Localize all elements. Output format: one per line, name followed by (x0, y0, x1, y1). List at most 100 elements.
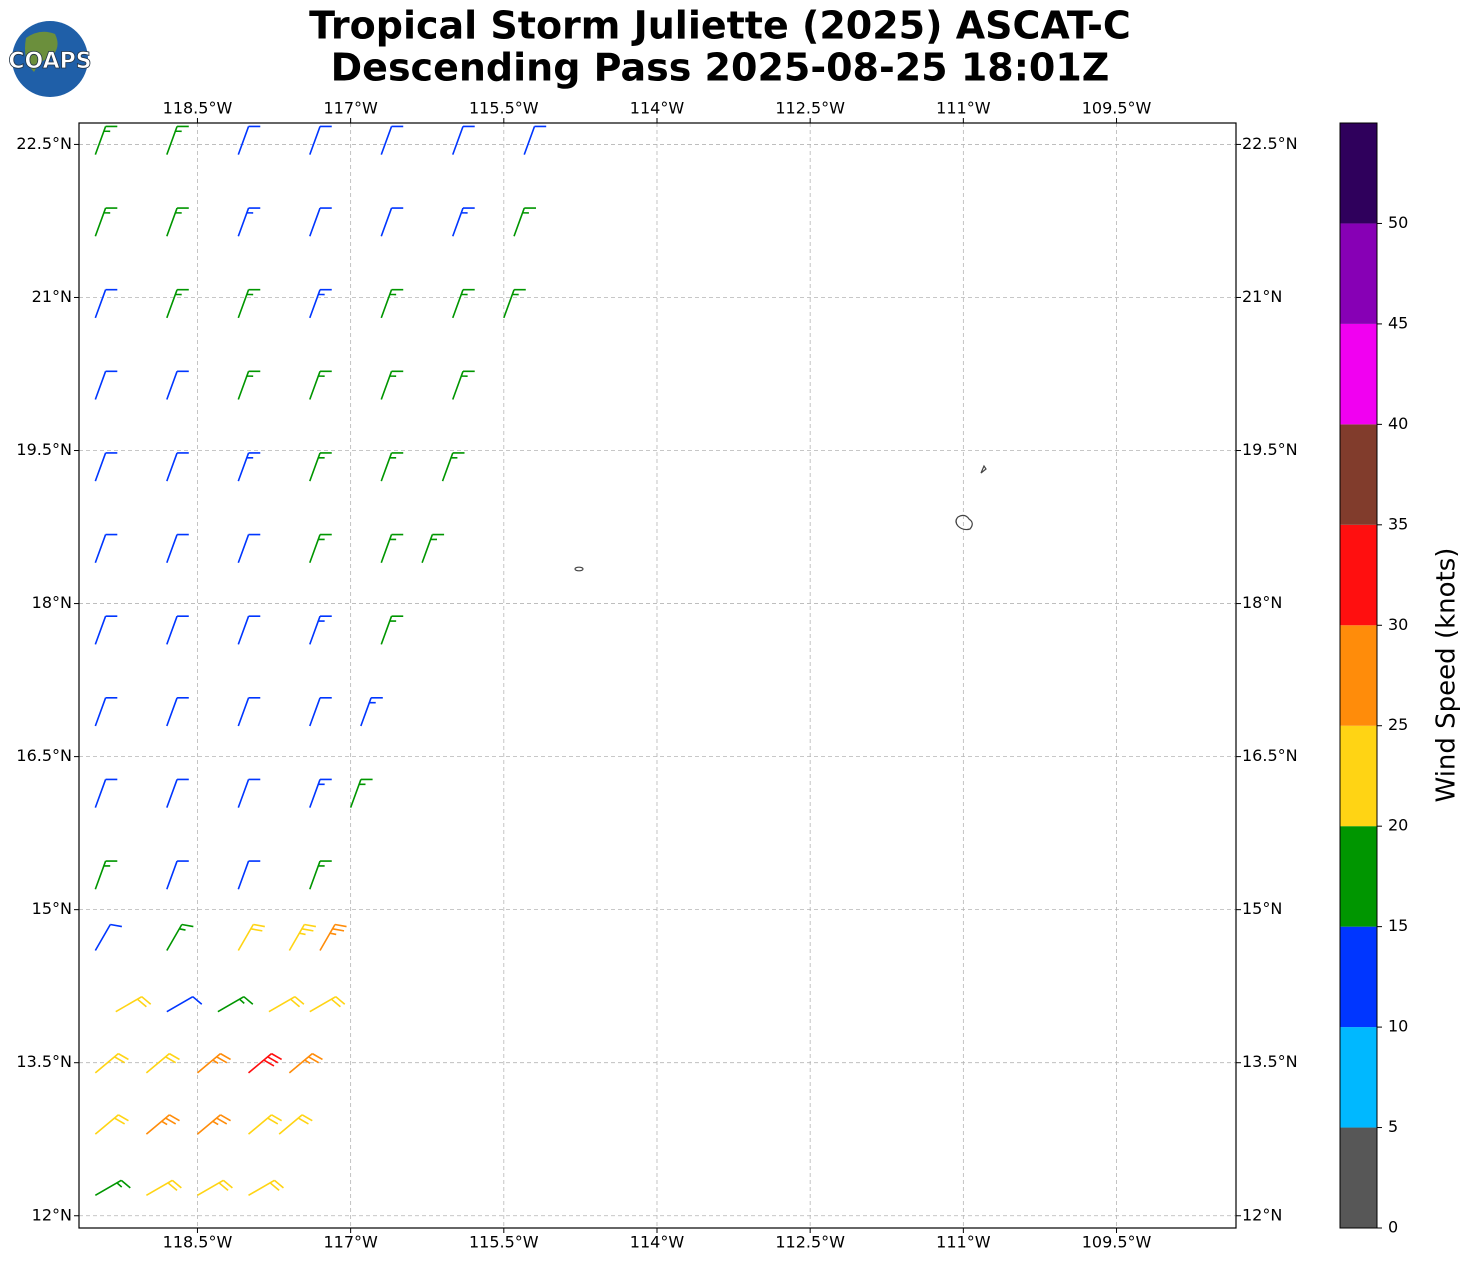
x-tick-label: 111°W (936, 1233, 991, 1252)
colorbar-tick-label: 40 (1388, 414, 1408, 433)
wind-barb (237, 370, 261, 400)
wind-barb (248, 1179, 284, 1197)
x-tick-label: 109.5°W (1082, 1233, 1152, 1252)
wind-barb (196, 1114, 231, 1135)
wind-barb (197, 1179, 233, 1197)
x-tick-label: 117°W (323, 99, 378, 118)
wind-barb (380, 370, 404, 400)
colorbar-tick-label: 5 (1388, 1117, 1398, 1136)
colorbar-tick-label: 50 (1388, 213, 1408, 232)
plot-frame (78, 122, 1237, 1229)
y-tick-label: 15°N (32, 899, 72, 918)
wind-barb (94, 697, 118, 727)
colorbar-tick-label: 0 (1388, 1218, 1398, 1237)
colorbar-tick-label: 25 (1388, 715, 1408, 734)
wind-barb (94, 125, 118, 155)
wind-barb (309, 615, 332, 645)
wind-barb (452, 288, 475, 319)
wind-barb (503, 288, 526, 319)
y-tick-label: 22.5°N (1242, 134, 1298, 153)
colorbar-tick-label: 30 (1388, 615, 1408, 634)
x-tick-label: 109.5°W (1082, 99, 1152, 118)
wind-barb (166, 615, 189, 645)
wind-barb (237, 533, 261, 564)
wind-barb (166, 923, 194, 951)
wind-barb (166, 996, 203, 1013)
wind-barb (452, 125, 475, 155)
wind-barb (237, 288, 261, 319)
x-tick-label: 114°W (630, 1233, 685, 1252)
wind-barb (513, 207, 536, 237)
title: Tropical Storm Juliette (2025) ASCAT-C (309, 4, 1131, 48)
wind-barb (94, 1114, 129, 1135)
y-tick-label: 13.5°N (1242, 1052, 1298, 1071)
wind-barb (166, 125, 189, 155)
wind-barb (94, 452, 118, 482)
wind-barb (452, 207, 475, 237)
wind-barb (309, 370, 332, 400)
x-tick-label: 111°W (936, 99, 991, 118)
wind-barb (166, 207, 189, 237)
wind-barb (309, 533, 332, 564)
colorbar-bin (1340, 826, 1377, 927)
y-tick-label: 16.5°N (1242, 746, 1298, 765)
x-tick-label: 118.5°W (163, 99, 233, 118)
wind-barb (166, 860, 189, 890)
wind-barb (94, 860, 118, 890)
colorbar-bin (1340, 725, 1377, 827)
colorbar-bin (1340, 926, 1377, 1028)
wind-barb (319, 923, 347, 951)
wind-barb (166, 697, 189, 727)
wind-barb (380, 533, 404, 564)
wind-barb (309, 996, 346, 1013)
colorbar-bin (1340, 424, 1377, 525)
island (980, 464, 987, 474)
wind-barb (145, 1179, 182, 1197)
wind-barb (380, 452, 404, 482)
wind-barb (237, 125, 261, 155)
wind-barb (278, 1114, 313, 1135)
wind-barb (94, 533, 118, 564)
x-tick-label: 112.5°W (775, 99, 845, 118)
colorbar-bin (1340, 1027, 1377, 1128)
wind-barb (94, 778, 118, 808)
logo: COAPS (8, 21, 92, 97)
y-tick-label: 12°N (32, 1205, 72, 1224)
wind-barb (248, 1052, 283, 1074)
wind-barb (309, 207, 332, 237)
wind-barb (166, 370, 189, 400)
wind-barb (268, 996, 305, 1013)
wind-barb (309, 860, 332, 890)
colorbar-tick-label: 35 (1388, 514, 1408, 533)
y-tick-label: 12°N (1242, 1205, 1282, 1224)
y-tick-label: 22.5°N (16, 134, 72, 153)
subtitle: Descending Pass 2025-08-25 18:01Z (331, 46, 1110, 90)
wind-barb (166, 533, 189, 564)
x-tick-label: 115.5°W (469, 99, 539, 118)
wind-barb (309, 697, 332, 727)
wind-barb (309, 288, 332, 319)
wind-barb (237, 452, 261, 482)
x-tick-label: 117°W (323, 1233, 378, 1252)
wind-barb (166, 778, 189, 808)
colorbar-tick-label: 20 (1388, 816, 1408, 835)
wind-barb (380, 125, 404, 155)
wind-barb (94, 615, 118, 645)
logo-land (25, 31, 58, 72)
wind-barb (237, 860, 261, 890)
wind-barb (94, 923, 123, 951)
colorbar-label: Wind Speed (knots) (1432, 548, 1462, 803)
colorbar-bin (1340, 524, 1377, 626)
wind-barb (94, 1179, 131, 1197)
wind-barb (145, 1052, 180, 1074)
wind-barb (217, 996, 254, 1013)
y-tick-label: 18°N (1242, 593, 1282, 612)
wind-barb (196, 1052, 231, 1074)
y-tick-label: 21°N (32, 287, 72, 306)
y-tick-label: 19.5°N (16, 440, 72, 459)
wind-barb (237, 778, 261, 808)
colorbar-tick-label: 45 (1388, 313, 1408, 332)
wind-barb (237, 697, 261, 727)
y-tick-label: 13.5°N (16, 1052, 72, 1071)
